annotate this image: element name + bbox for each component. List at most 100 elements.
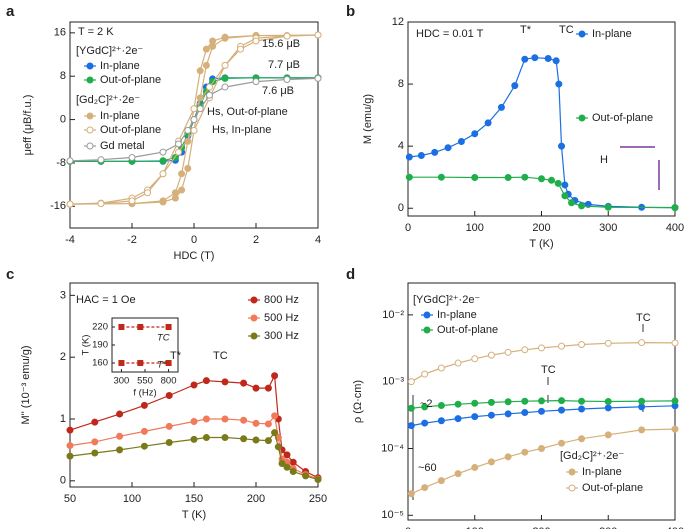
annotation: TC <box>213 350 228 362</box>
panel-label: a <box>6 3 15 20</box>
marker <box>159 148 167 156</box>
y-tick-label: 10⁻⁴ <box>381 442 404 454</box>
legend-marker <box>250 332 258 340</box>
annotation: H <box>600 154 608 166</box>
marker <box>140 442 148 450</box>
marker <box>484 119 492 127</box>
marker <box>437 401 445 409</box>
marker <box>165 324 172 330</box>
marker <box>202 434 210 442</box>
marker <box>421 370 429 378</box>
marker <box>314 74 322 82</box>
marker <box>128 197 136 205</box>
marker <box>165 422 173 430</box>
marker <box>405 173 413 181</box>
x-tick-label: 50 <box>64 493 76 505</box>
y-tick-label: 0 <box>398 202 404 214</box>
marker <box>471 355 479 363</box>
panel-label: c <box>6 266 14 283</box>
legend-label: Out-of-plane <box>437 324 498 336</box>
annotation: HDC = 0.01 T <box>416 28 484 40</box>
x-tick-label: 300 <box>113 376 129 387</box>
marker <box>431 148 439 156</box>
marker <box>252 436 260 444</box>
x-tick-label: 800 <box>161 376 177 387</box>
y-axis-label: T (K) <box>81 335 92 356</box>
marker <box>252 78 260 86</box>
marker <box>91 449 99 457</box>
legend-marker <box>86 142 94 150</box>
marker <box>178 170 186 178</box>
marker <box>521 397 529 405</box>
annotation: 15.6 μB <box>262 38 300 50</box>
marker <box>558 342 566 350</box>
annotation: Hs, Out-of-plane <box>207 106 288 118</box>
marker <box>283 463 291 471</box>
marker <box>554 179 562 187</box>
legend-marker <box>86 112 94 120</box>
marker <box>561 181 569 189</box>
legend-label: In-plane <box>437 309 477 321</box>
marker <box>407 422 415 430</box>
x-tick-label: -4 <box>65 234 75 246</box>
marker <box>196 105 204 113</box>
marker <box>116 446 124 454</box>
marker <box>604 397 612 405</box>
marker <box>165 392 173 400</box>
legend-group: [Gd₂C]²⁺·2e⁻ <box>560 450 624 462</box>
legend-marker <box>423 311 431 319</box>
annotation: T* <box>520 24 532 36</box>
x-tick-label: 0 <box>405 526 411 529</box>
marker <box>558 397 566 405</box>
y-axis-label: M'' (10⁻³ emu/g) <box>20 345 32 424</box>
marker <box>604 339 612 347</box>
marker <box>66 157 74 165</box>
x-tick-label: 550 <box>137 376 153 387</box>
marker <box>137 324 144 330</box>
annotation: TC <box>541 364 556 376</box>
marker <box>159 157 167 165</box>
marker <box>544 54 552 62</box>
marker <box>175 148 182 156</box>
marker <box>578 341 586 349</box>
marker <box>271 372 279 380</box>
marker <box>454 400 462 408</box>
annotation: T = 2 K <box>78 26 114 38</box>
annotation: HAC = 1 Oe <box>76 294 136 306</box>
x-tick-label: 100 <box>466 526 484 529</box>
marker <box>421 484 429 492</box>
y-tick-label: 160 <box>92 358 108 369</box>
marker <box>283 32 291 40</box>
marker <box>221 378 229 386</box>
marker <box>538 344 545 352</box>
y-tick-label: 10⁻² <box>382 309 404 321</box>
marker <box>66 452 74 460</box>
legend-label: 500 Hz <box>264 312 299 324</box>
marker <box>521 173 529 181</box>
marker <box>314 476 322 484</box>
y-tick-label: 1 <box>60 413 66 425</box>
panel: -4 -2 0 2 4 -16 -8 0 8 16 HDC (T) μeff (μB/f.u.) In-… <box>22 21 322 262</box>
y-tick-label: 4 <box>398 140 404 152</box>
marker <box>407 404 415 412</box>
marker <box>116 432 124 440</box>
marker <box>97 156 105 164</box>
marker <box>521 448 529 456</box>
marker <box>497 103 505 111</box>
marker <box>578 435 586 443</box>
marker <box>471 413 479 421</box>
marker <box>314 31 322 39</box>
marker <box>206 91 213 99</box>
marker <box>240 435 248 443</box>
marker <box>457 138 465 146</box>
marker <box>417 151 425 159</box>
marker <box>118 360 125 366</box>
marker <box>302 472 310 480</box>
y-tick-label: 10⁻⁵ <box>381 509 404 521</box>
marker <box>221 61 229 69</box>
marker <box>190 126 198 134</box>
marker <box>274 443 282 451</box>
marker <box>289 458 297 466</box>
annotation: ~2 <box>420 398 433 410</box>
x-axis-label: T (K) <box>529 238 553 250</box>
